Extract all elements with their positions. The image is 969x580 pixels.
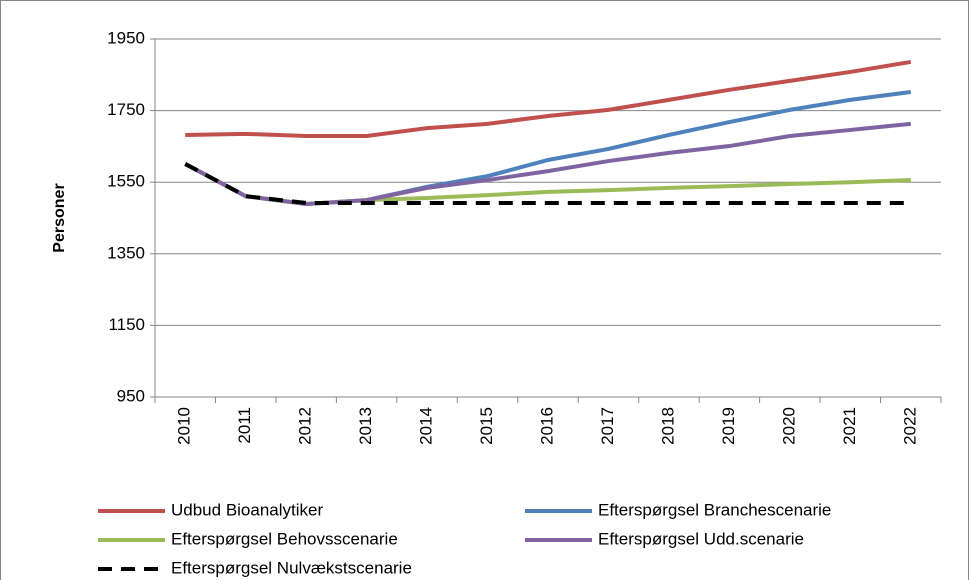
y-axis-label: Personer — [51, 183, 68, 252]
line-series — [185, 59, 912, 139]
x-tick-label: 2017 — [598, 407, 617, 445]
x-tick-label: 2013 — [356, 407, 375, 445]
y-tick-label: 1950 — [107, 28, 145, 47]
x-tick-label: 2022 — [900, 407, 919, 445]
x-tick-label: 2014 — [417, 407, 436, 445]
y-tick-label: 1750 — [107, 100, 145, 119]
x-tick-label: 2015 — [477, 407, 496, 445]
y-tick-label: 1550 — [107, 172, 145, 191]
legend-label: Efterspørgsel Behovsscenarie — [171, 529, 398, 548]
x-tick-label: 2011 — [235, 407, 254, 444]
legend-label: Efterspørgsel Nulvækstscenarie — [171, 558, 412, 577]
x-tick-label: 2012 — [296, 407, 315, 445]
x-tick-label: 2020 — [779, 407, 798, 445]
y-tick-label: 1350 — [107, 243, 145, 262]
x-tick-label: 2010 — [175, 407, 194, 445]
y-tick-label: 950 — [117, 386, 145, 405]
x-tick-label: 2021 — [840, 407, 859, 445]
x-tick-label: 2019 — [719, 407, 738, 445]
x-tick-label: 2016 — [537, 407, 556, 445]
y-tick-label: 1150 — [108, 315, 145, 334]
legend-label: Efterspørgsel Branchescenarie — [598, 500, 831, 519]
legend-label: Efterspørgsel Udd.scenarie — [598, 529, 804, 548]
legend-label: Udbud Bioanalytiker — [171, 500, 323, 519]
line-series — [184, 162, 911, 205]
x-tick-label: 2018 — [658, 407, 677, 445]
line-series — [184, 121, 911, 207]
